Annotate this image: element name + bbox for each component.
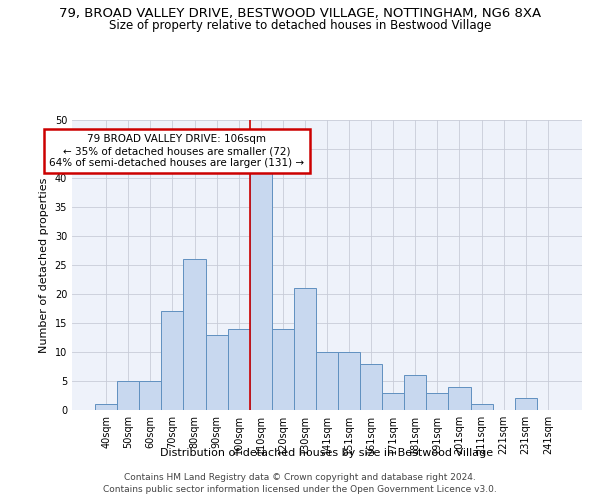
Y-axis label: Number of detached properties: Number of detached properties — [39, 178, 49, 352]
Bar — [448, 387, 470, 410]
Text: Contains HM Land Registry data © Crown copyright and database right 2024.
Contai: Contains HM Land Registry data © Crown c… — [103, 472, 497, 494]
Text: 79 BROAD VALLEY DRIVE: 106sqm
← 35% of detached houses are smaller (72)
64% of s: 79 BROAD VALLEY DRIVE: 106sqm ← 35% of d… — [49, 134, 304, 168]
Bar — [294, 288, 316, 410]
Bar — [117, 381, 139, 410]
Bar — [161, 312, 184, 410]
Bar — [272, 329, 294, 410]
Bar — [515, 398, 537, 410]
Bar — [316, 352, 338, 410]
Bar — [206, 334, 227, 410]
Bar — [338, 352, 360, 410]
Text: Distribution of detached houses by size in Bestwood Village: Distribution of detached houses by size … — [160, 448, 494, 458]
Bar — [139, 381, 161, 410]
Bar — [95, 404, 117, 410]
Bar — [427, 392, 448, 410]
Bar — [470, 404, 493, 410]
Bar — [250, 166, 272, 410]
Text: 79, BROAD VALLEY DRIVE, BESTWOOD VILLAGE, NOTTINGHAM, NG6 8XA: 79, BROAD VALLEY DRIVE, BESTWOOD VILLAGE… — [59, 8, 541, 20]
Bar — [227, 329, 250, 410]
Bar — [382, 392, 404, 410]
Bar — [360, 364, 382, 410]
Bar — [404, 375, 427, 410]
Bar — [184, 259, 206, 410]
Text: Size of property relative to detached houses in Bestwood Village: Size of property relative to detached ho… — [109, 18, 491, 32]
